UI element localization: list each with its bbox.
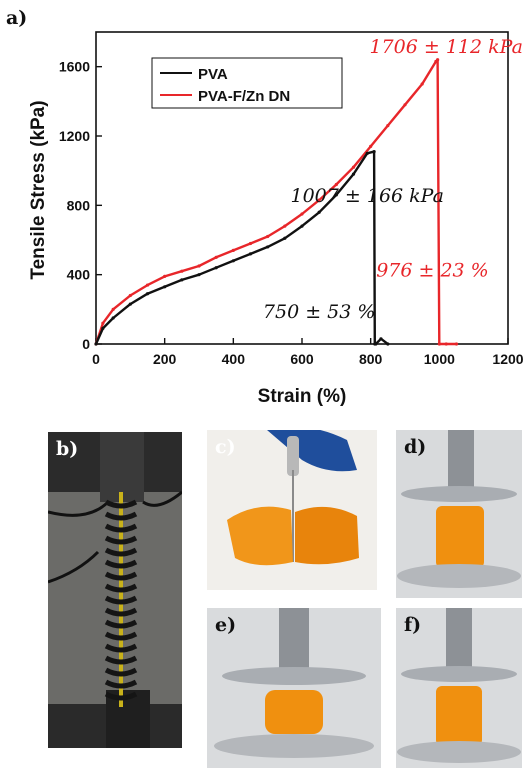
- series-point: [403, 103, 407, 107]
- series-point: [365, 151, 369, 155]
- annotation-label: 1007 ± 166 kPa: [291, 185, 444, 207]
- series-point: [231, 248, 235, 252]
- knife-test-photo: [207, 430, 377, 590]
- series-point: [334, 182, 338, 187]
- series-point: [197, 273, 201, 277]
- series-point: [111, 316, 115, 320]
- series-point: [101, 326, 105, 330]
- series-point: [300, 212, 304, 216]
- series-point: [437, 342, 441, 346]
- series-point: [444, 342, 448, 346]
- y-tick-label: 400: [67, 267, 91, 283]
- series-point: [374, 342, 378, 346]
- series-point: [180, 269, 184, 273]
- compression-photo-e: [207, 608, 381, 768]
- series-point: [145, 292, 150, 296]
- legend-box: [151, 57, 343, 109]
- series-point: [283, 224, 287, 228]
- series-point: [454, 342, 459, 346]
- series-point: [214, 266, 218, 270]
- annotation-label: 976 ± 23 %: [376, 259, 489, 281]
- series-point: [436, 58, 440, 62]
- x-axis-label: Strain (%): [258, 386, 347, 407]
- series-point: [351, 165, 356, 169]
- series-point: [317, 198, 321, 202]
- series-point: [266, 245, 270, 249]
- series-point: [101, 321, 105, 325]
- series-point: [266, 234, 270, 239]
- series-line-pva-f-zn-dn: [94, 58, 457, 346]
- panel-label-d: d): [404, 436, 427, 458]
- series-point: [145, 283, 150, 287]
- series-point: [334, 193, 338, 197]
- tensile-stress-strain-chart: a) 0 200 400 600 800 1000 1200040080012001600 …: [6, 7, 523, 407]
- series-point: [128, 302, 132, 306]
- photo-panel-d-compression: d): [396, 430, 522, 598]
- photo-panel-e-compression: e): [207, 608, 381, 768]
- panel-label-c: c): [215, 436, 236, 458]
- series-point: [248, 252, 253, 256]
- x-tick-label: 400: [222, 351, 246, 367]
- photo-panel-b-stretched-gel: b): [48, 432, 182, 748]
- x-tick-label: 800: [359, 351, 383, 367]
- panel-label-b: b): [56, 438, 79, 460]
- series-point: [197, 264, 201, 268]
- series-point: [94, 342, 98, 346]
- photo-panel-c-knife-test: c): [207, 430, 377, 590]
- series-point: [128, 293, 132, 298]
- x-tick-label: 1000: [424, 351, 455, 367]
- y-tick-label: 0: [82, 336, 90, 352]
- series-point: [163, 274, 167, 278]
- series-layer: [94, 58, 459, 346]
- recovery-photo-f: [396, 608, 522, 768]
- x-tick-label: 1200: [492, 351, 523, 367]
- series-point: [163, 285, 167, 289]
- y-axis-label: Tensile Stress (kPa): [28, 100, 49, 279]
- legend: PVA PVA-F/Zn DN: [151, 57, 343, 109]
- axis-ticks: 0 200 400 600 800 1000 1200 0 400 800 1200 1600: [59, 59, 523, 367]
- y-tick-label: 800: [67, 197, 91, 213]
- y-tick-label: 1200: [59, 128, 90, 144]
- series-point: [248, 241, 253, 246]
- x-tick-label: 200: [153, 351, 177, 367]
- series-point: [372, 150, 376, 154]
- series-point: [180, 278, 184, 282]
- series-point: [111, 307, 115, 311]
- legend-label-dn: PVA-F/Zn DN: [198, 88, 290, 105]
- series-point: [231, 259, 235, 263]
- annotation-label: 1706 ± 112 kPa: [369, 36, 522, 58]
- x-tick-label: 600: [290, 351, 314, 367]
- series-point: [300, 224, 304, 228]
- series-point: [386, 342, 390, 346]
- annotation-layer: 1706 ± 112 kPa 1007 ± 166 kPa 976 ± 23 %75…: [263, 36, 523, 323]
- series-point: [317, 210, 321, 214]
- series-point: [351, 172, 356, 176]
- legend-label-pva: PVA: [198, 66, 228, 83]
- panel-label-a: a): [6, 7, 27, 29]
- series-point: [379, 337, 383, 341]
- y-tick-label: 1600: [59, 59, 90, 75]
- series-point: [369, 144, 373, 148]
- stretched-gel-photo: [48, 432, 182, 748]
- series-point: [214, 255, 218, 259]
- x-tick-label: 0: [92, 351, 100, 367]
- panel-label-e: e): [215, 614, 237, 636]
- annotation-label: 750 ± 53 %: [263, 301, 376, 323]
- compression-photo-d: [396, 430, 522, 598]
- photo-panel-f-recovery: f): [396, 608, 522, 768]
- panel-label-f: f): [404, 614, 422, 636]
- series-point: [420, 82, 424, 86]
- series-point: [386, 124, 390, 128]
- series-point: [283, 236, 287, 240]
